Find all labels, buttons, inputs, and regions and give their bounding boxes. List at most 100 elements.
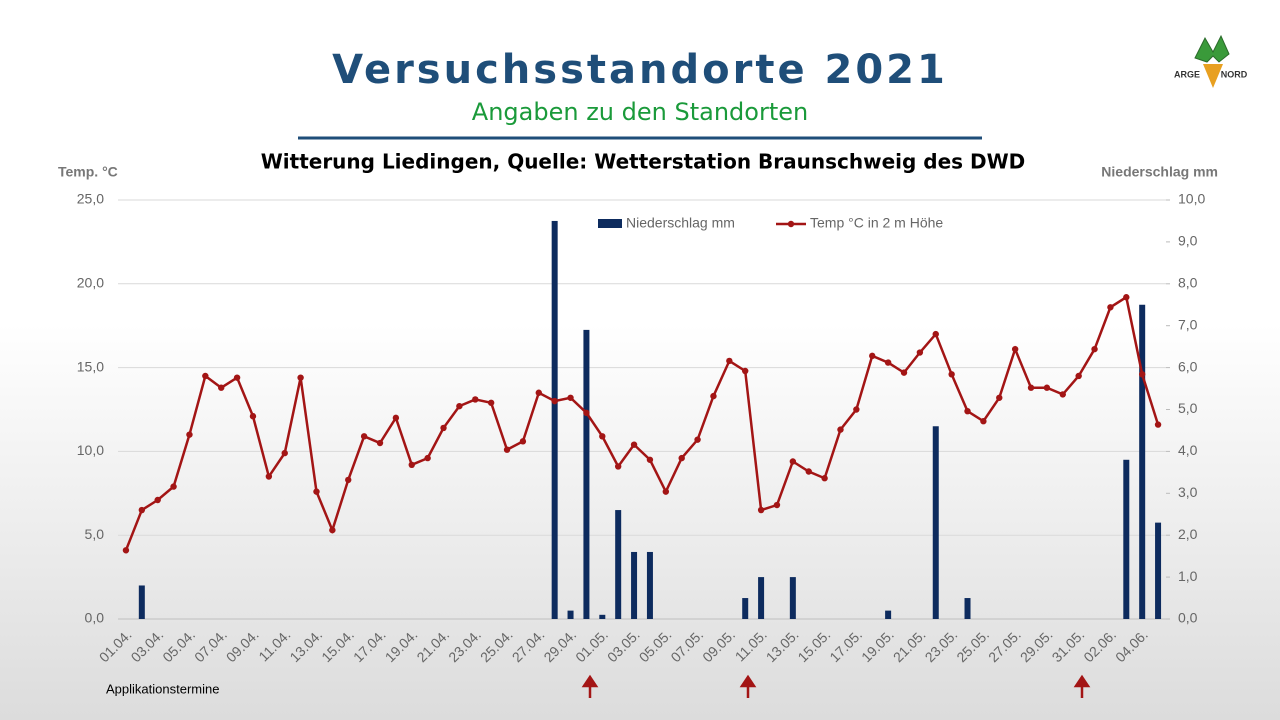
point (345, 476, 352, 484)
y2-tick-label: 2,0 (1178, 526, 1198, 542)
point (805, 468, 812, 475)
point (884, 359, 892, 366)
point (1138, 371, 1146, 378)
legend-label: Temp °C in 2 m Höhe (810, 215, 943, 231)
y-tick-label: 5,0 (85, 526, 105, 542)
bar (1155, 522, 1162, 619)
bar (567, 610, 574, 619)
point (662, 488, 670, 495)
point (376, 439, 384, 447)
bar (631, 551, 638, 619)
point (964, 407, 971, 415)
y2-tick-label: 6,0 (1178, 358, 1198, 374)
point (630, 441, 638, 448)
bar (885, 610, 892, 619)
point (821, 475, 828, 482)
y2-tick-label: 3,0 (1178, 484, 1198, 500)
point (678, 454, 685, 462)
bar (1123, 459, 1130, 619)
y-axis-title: Temp. °C (58, 164, 118, 180)
logo-text: NORD (1221, 69, 1248, 79)
point (1059, 391, 1066, 398)
point (313, 488, 320, 495)
y-tick-label: 10,0 (77, 442, 104, 458)
y2-tick-label: 1,0 (1178, 568, 1198, 584)
point (456, 402, 463, 410)
legend-label: Niederschlag mm (626, 215, 735, 231)
arrow-head (739, 674, 757, 688)
point (900, 369, 908, 376)
bar (742, 598, 749, 619)
point (948, 371, 955, 378)
point (789, 458, 797, 465)
y2-tick-label: 0,0 (1178, 610, 1198, 626)
logo-text: ARGE (1174, 69, 1200, 79)
bar (932, 426, 939, 619)
point (535, 389, 542, 396)
y-tick-label: 15,0 (77, 358, 104, 374)
point (440, 424, 447, 432)
line (124, 295, 1160, 551)
point (265, 473, 273, 480)
point (932, 330, 939, 338)
legend-swatch (787, 220, 795, 228)
point (1027, 384, 1035, 391)
point (646, 456, 654, 463)
logo: ARGE NORD (1174, 34, 1248, 88)
point (567, 394, 574, 401)
point (249, 413, 257, 420)
point (614, 463, 622, 470)
point (329, 526, 336, 534)
point (519, 438, 527, 445)
point (996, 394, 1003, 401)
arrow-head (581, 674, 599, 688)
point (392, 414, 400, 422)
annotation: Applikationstermine (106, 681, 219, 696)
point (773, 501, 781, 509)
y-tick-label: 0,0 (85, 610, 105, 626)
point (710, 392, 717, 400)
point (694, 436, 701, 443)
point (1075, 372, 1082, 380)
point (218, 384, 225, 391)
bar (964, 598, 971, 619)
point (1011, 345, 1019, 353)
point (408, 461, 415, 469)
point (170, 483, 177, 490)
logo-root (1203, 64, 1223, 88)
point (599, 433, 606, 440)
point (1091, 345, 1098, 353)
point (360, 433, 368, 440)
application-arrows (581, 674, 1091, 698)
point (186, 431, 193, 438)
point (757, 506, 765, 514)
point (551, 397, 558, 405)
slide-subtitle: Angaben zu den Standorten (472, 98, 808, 126)
point (916, 349, 924, 356)
point (1154, 421, 1162, 428)
point (138, 506, 146, 514)
point (122, 547, 130, 554)
point (1107, 304, 1114, 311)
point (297, 374, 304, 381)
point (202, 372, 209, 380)
point (1043, 384, 1051, 391)
bar (583, 329, 590, 619)
bar (138, 585, 145, 619)
point (837, 426, 844, 433)
point (980, 418, 987, 425)
logo-leaves (1194, 34, 1230, 63)
bar (758, 577, 765, 619)
point (424, 454, 431, 462)
point (472, 396, 479, 403)
arrow-head (1073, 674, 1091, 688)
bar (646, 551, 653, 619)
y2-axis-title: Niederschlag mm (1101, 164, 1218, 180)
point (726, 357, 733, 365)
point (233, 374, 241, 381)
y2-tick-label: 5,0 (1178, 400, 1198, 416)
point (1123, 294, 1130, 301)
